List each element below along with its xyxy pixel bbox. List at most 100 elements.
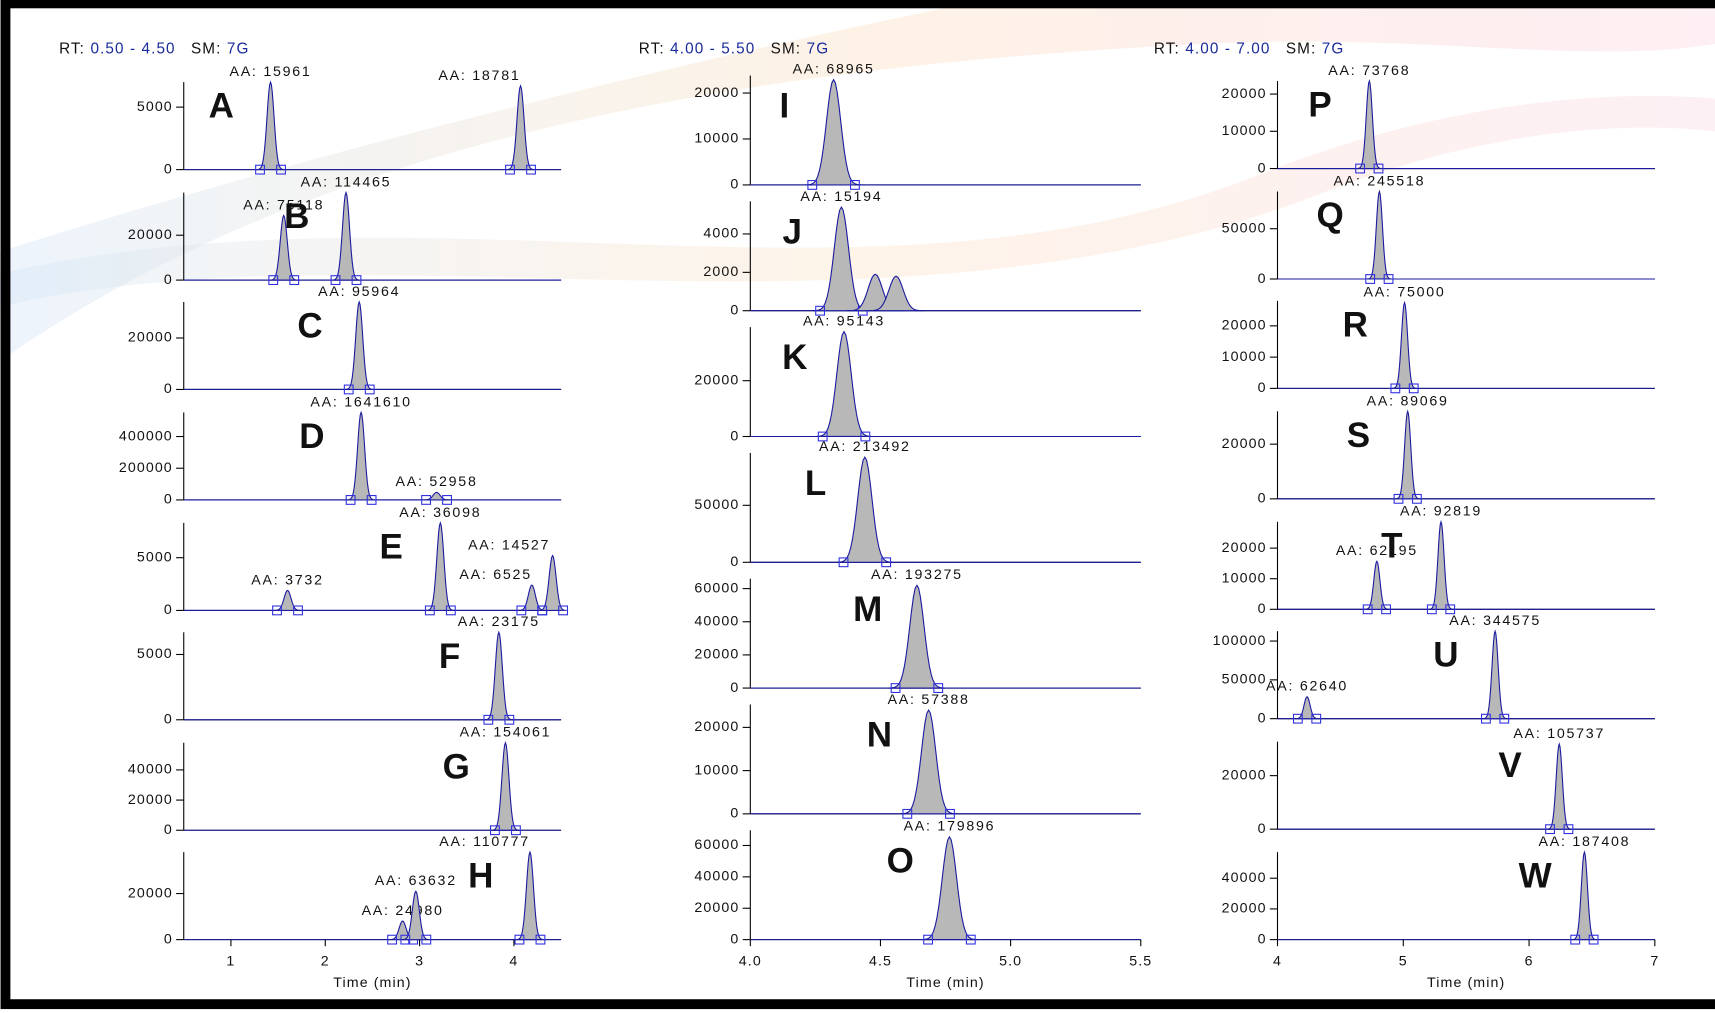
peak-label: AA: 187408: [1539, 834, 1631, 850]
x-tick-label: 2: [321, 953, 330, 969]
peak-label: AA: 52958: [396, 474, 478, 490]
header-sm: 7G: [807, 40, 830, 57]
y-tick-label: 20000: [694, 719, 739, 735]
y-tick-label: 400000: [119, 428, 173, 444]
y-tick-label: 5000: [137, 646, 173, 662]
y-tick-label: 0: [1258, 160, 1267, 176]
y-tick-label: 60000: [694, 837, 739, 853]
y-tick-label: 20000: [694, 85, 739, 101]
panel-letter: A: [209, 87, 234, 126]
header-rt-label: RT:: [59, 40, 85, 57]
y-tick-label: 0: [730, 428, 739, 444]
y-tick-label: 0: [164, 492, 173, 508]
x-tick-label: 4.5: [869, 953, 892, 969]
y-tick-label: 20000: [128, 330, 173, 346]
panel-letter: E: [379, 527, 402, 566]
y-tick-label: 0: [164, 602, 173, 618]
header-sm-label: SM:: [191, 40, 221, 57]
y-tick-label: 50000: [694, 497, 739, 513]
peak-label: AA: 89069: [1367, 393, 1449, 409]
peak-label: AA: 57388: [888, 692, 970, 708]
y-tick-label: 20000: [1222, 86, 1267, 102]
peak-label: AA: 36098: [399, 505, 481, 521]
peak-label: AA: 63632: [375, 873, 457, 889]
y-tick-label: 0: [164, 712, 173, 728]
peak-label: AA: 24980: [362, 903, 444, 919]
peak-label: AA: 62640: [1266, 679, 1348, 695]
panel-letter: H: [468, 857, 493, 896]
y-tick-label: 0: [164, 272, 173, 288]
peak-label: AA: 68965: [793, 62, 875, 78]
x-axis-label: Time (min): [333, 975, 411, 991]
y-tick-label: 40000: [694, 869, 739, 885]
y-tick-label: 4000: [703, 226, 739, 242]
peak-label: AA: 95143: [803, 313, 885, 329]
peak-label: AA: 18781: [438, 68, 520, 84]
y-tick-label: 0: [1258, 710, 1267, 726]
header-rt-range: 4.00 - 5.50: [670, 40, 755, 57]
header-sm-label: SM:: [771, 40, 801, 57]
panel-letter: I: [780, 87, 790, 126]
y-tick-label: 0: [1258, 601, 1267, 617]
y-tick-label: 40000: [1222, 870, 1267, 886]
peak-label: AA: 114465: [301, 175, 392, 191]
peak-label: AA: 179896: [904, 819, 996, 835]
x-tick-label: 5.5: [1129, 953, 1152, 969]
y-tick-label: 0: [1258, 821, 1267, 837]
header-rt-range: 0.50 - 4.50: [90, 40, 175, 57]
header-sm: 7G: [1322, 40, 1345, 57]
y-tick-label: 2000: [703, 264, 739, 280]
panel-letter: V: [1498, 746, 1522, 785]
panel-letter: G: [443, 747, 470, 786]
peak-label: AA: 75000: [1363, 285, 1445, 301]
peak-label: AA: 73768: [1328, 63, 1410, 79]
peak-label: AA: 62195: [1336, 543, 1418, 559]
peak-label: AA: 344575: [1449, 613, 1541, 629]
y-tick-label: 0: [730, 302, 739, 318]
y-tick-label: 200000: [119, 460, 173, 476]
panel-letter: K: [782, 338, 807, 377]
x-axis-label: Time (min): [1427, 975, 1505, 991]
panel-letter: N: [867, 716, 892, 755]
header-sm-label: SM:: [1286, 40, 1316, 57]
y-tick-label: 50000: [1222, 672, 1267, 688]
y-tick-label: 10000: [1222, 570, 1267, 586]
x-tick-label: 3: [415, 953, 424, 969]
y-tick-label: 0: [1258, 931, 1267, 947]
panel-letter: P: [1308, 86, 1331, 125]
panel-letter: D: [299, 417, 324, 456]
y-tick-label: 20000: [1222, 767, 1267, 783]
peak-label: AA: 23175: [458, 614, 540, 630]
peak-label: AA: 95964: [318, 284, 400, 300]
y-tick-label: 10000: [694, 762, 739, 778]
y-tick-label: 0: [1258, 380, 1267, 396]
y-tick-label: 10000: [1222, 123, 1267, 139]
x-tick-label: 6: [1525, 953, 1534, 969]
peak-label: AA: 105737: [1513, 726, 1605, 742]
peak-label: AA: 193275: [871, 567, 963, 583]
y-tick-label: 10000: [1222, 349, 1267, 365]
panel-letter: C: [297, 306, 322, 345]
y-tick-label: 0: [730, 554, 739, 570]
y-tick-label: 20000: [1222, 436, 1267, 452]
panel-letter: B: [284, 197, 309, 236]
y-tick-label: 40000: [128, 762, 173, 778]
peak-label: AA: 1641610: [310, 394, 411, 410]
peak-label: AA: 14527: [468, 537, 550, 553]
x-tick-label: 4: [1273, 953, 1282, 969]
y-tick-label: 20000: [694, 900, 739, 916]
y-tick-label: 20000: [128, 885, 173, 901]
panel-letter: M: [853, 590, 882, 629]
y-tick-label: 20000: [1222, 901, 1267, 917]
y-tick-label: 40000: [694, 614, 739, 630]
y-tick-label: 0: [164, 161, 173, 177]
panel-letter: S: [1347, 416, 1370, 455]
peak-label: AA: 3732: [251, 572, 323, 588]
panel-letter: U: [1433, 636, 1458, 675]
y-tick-label: 20000: [128, 792, 173, 808]
y-tick-label: 100000: [1213, 633, 1267, 649]
y-tick-label: 5000: [137, 99, 173, 115]
figure: RT:0.50 - 4.50SM:7G05000AA: 15961AA: 187…: [0, 0, 1715, 1013]
panel-letter: F: [439, 637, 460, 676]
x-tick-label: 4: [509, 953, 518, 969]
